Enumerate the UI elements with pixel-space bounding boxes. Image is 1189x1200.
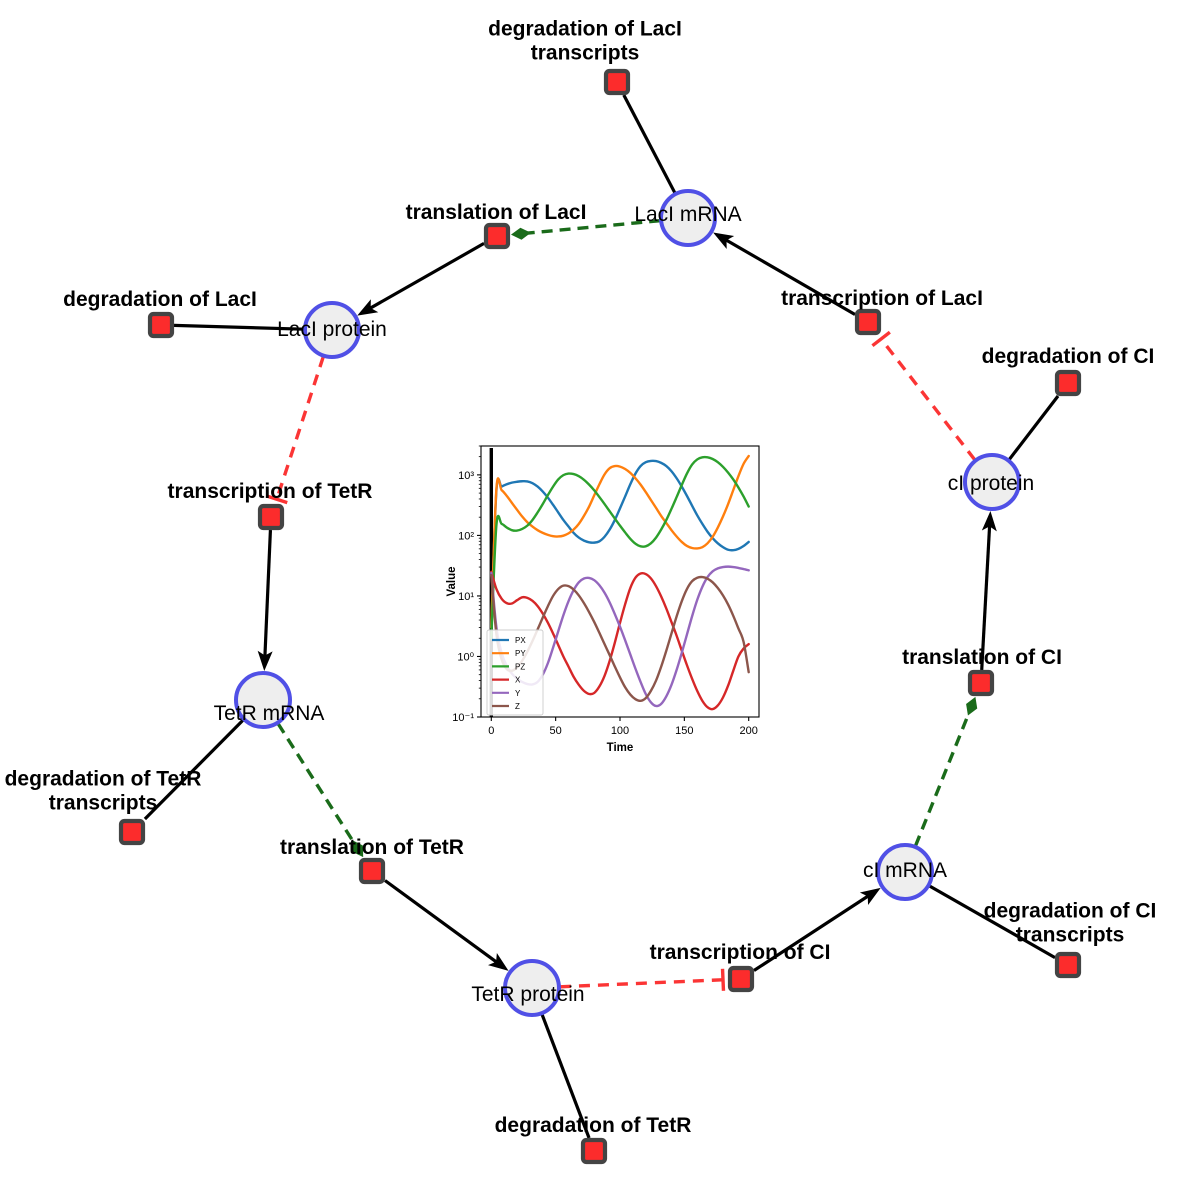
series-line-PY [490,454,750,629]
legend-label-PY: PY [515,649,526,658]
series-line-X [490,570,750,711]
x-tick-label: 100 [611,725,629,737]
species-node-ci_prot[interactable] [963,453,1021,511]
x-tick-label: 200 [740,725,758,737]
reaction-node-transc_laci[interactable] [854,308,882,336]
species-node-laci_prot[interactable] [303,301,361,359]
reaction-node-deg_tetr[interactable] [580,1137,608,1165]
series-line-PX [490,459,750,629]
x-tick-label: 150 [675,725,693,737]
species-node-ci_mrna[interactable] [876,843,934,901]
legend-label-Y: Y [515,689,521,698]
legend-label-PX: PX [515,636,526,645]
reaction-node-transc_ci[interactable] [727,965,755,993]
reaction-node-deg_laci[interactable] [147,311,175,339]
reaction-node-deg_tetr_transcripts[interactable] [118,818,146,846]
timeseries-inset-plot: 10⁻¹ 10⁰ 10¹ 10² 10³ 0 50 100 150 200 Time Value PX P… [444,435,774,755]
chart-legend: PX PY PZ XYZ [486,629,544,716]
y-tick-label: 10⁰ [457,651,474,663]
legend-label-PZ: PZ [515,662,525,671]
y-tick-label: 10⁻¹ [452,712,474,724]
species-node-tetr_mrna[interactable] [234,671,292,729]
y-tick-label: 10¹ [458,591,474,603]
x-tick-label: 0 [488,725,494,737]
x-axis-title: Time [607,742,634,754]
reaction-node-deg_ci_transcripts[interactable] [1054,951,1082,979]
series-line-PZ [490,455,750,640]
reaction-node-transc_tetr[interactable] [257,503,285,531]
x-tick-label: 50 [550,725,562,737]
reaction-node-transl_ci[interactable] [967,669,995,697]
y-tick-label: 10² [458,530,474,542]
y-axis-title: Value [446,566,458,596]
reaction-node-deg_ci[interactable] [1054,369,1082,397]
reaction-node-deg_laci_transcripts[interactable] [603,68,631,96]
reaction-node-transl_tetr[interactable] [358,857,386,885]
legend-label-X: X [515,676,521,685]
legend-label-Z: Z [515,702,520,711]
reaction-node-transl_laci[interactable] [483,222,511,250]
species-node-laci_mrna[interactable] [659,189,717,247]
y-tick-label: 10³ [458,470,474,482]
species-node-tetr_prot[interactable] [503,959,561,1017]
